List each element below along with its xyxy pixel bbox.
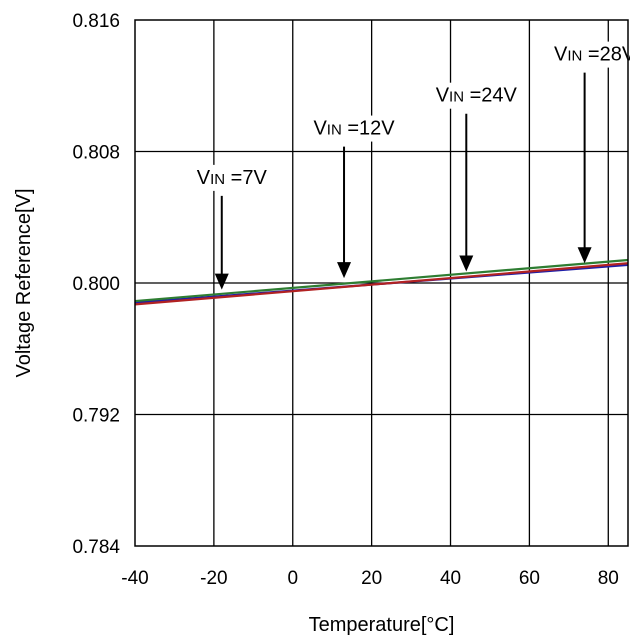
annotation-label: VIN =28V (554, 44, 630, 66)
x-axis-label: Temperature[°C] (309, 614, 455, 636)
arrow-head (577, 247, 592, 264)
annotation-label-bg (192, 164, 272, 191)
annotation-label: VIN =24V (436, 85, 518, 107)
annotation-label: VIN =7V (197, 167, 268, 189)
x-tick-label: 80 (598, 568, 619, 589)
annotation-label-bg (550, 41, 630, 68)
annotation-label-bg (309, 115, 400, 142)
arrow-head (214, 273, 229, 290)
x-tick-label: 20 (361, 568, 382, 589)
annotation-label: VIN =12V (313, 118, 395, 140)
arrow-head (337, 262, 352, 279)
x-tick-label: -40 (121, 568, 148, 589)
x-tick-label: 0 (287, 568, 298, 589)
annotation-1: VIN =7V (192, 164, 272, 290)
annotation-label-bg (431, 82, 522, 109)
y-tick-label: 0.816 (72, 11, 120, 32)
y-tick-label: 0.784 (72, 537, 120, 558)
x-tick-label: 60 (519, 568, 540, 589)
x-tick-label: -20 (200, 568, 227, 589)
series-lines (134, 258, 629, 306)
tick-labels: -40 -20 0 20 40 60 80 0.784 0.792 0.800 0.808 0.816 (72, 11, 618, 589)
x-tick-label: 40 (440, 568, 461, 589)
series-line-3 (134, 258, 629, 303)
annotation-2: VIN =12V (309, 115, 400, 279)
annotation-3: VIN =24V (431, 82, 522, 272)
y-tick-label: 0.792 (72, 406, 120, 427)
plot-frame (134, 19, 629, 547)
series-line-2 (134, 262, 629, 306)
y-axis-label: Voltage Reference[V] (13, 188, 35, 377)
annotations: VIN =7V VIN =12V VIN =24V VIN =28V (192, 41, 630, 290)
arrow-head (459, 255, 474, 272)
y-tick-label: 0.808 (72, 143, 120, 164)
annotation-4: VIN =28V (550, 41, 630, 264)
y-tick-label: 0.800 (72, 274, 120, 295)
